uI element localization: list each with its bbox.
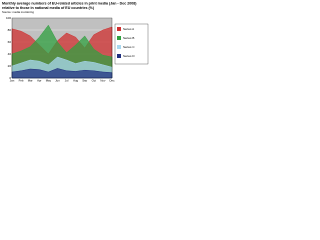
y-tick-label: 20 [8, 64, 12, 68]
y-tick-label: 60 [8, 40, 12, 44]
legend-label: Series A [123, 27, 134, 31]
y-tick-label: 0 [9, 76, 11, 80]
x-tick-label: Dec [110, 79, 116, 83]
x-tick-label: Jun [55, 79, 60, 83]
legend-swatch [117, 27, 121, 31]
chart-title: Monthly average numbers of EU-related ar… [2, 1, 137, 5]
plot-border [11, 17, 113, 79]
x-tick-label: May [46, 79, 52, 83]
y-tick-label: 80 [8, 28, 12, 32]
x-tick-label: Nov [100, 79, 106, 83]
area [11, 68, 113, 79]
x-tick-label: Jan [10, 79, 15, 83]
legend-swatch [117, 36, 121, 40]
x-tick-label: Oct [92, 79, 97, 83]
legend-label: Series B [123, 36, 134, 40]
chart: Monthly average numbers of EU-related ar… [0, 0, 150, 89]
legend-label: Series C [123, 45, 135, 49]
chart-subtitle: relative to those in national media of E… [2, 6, 95, 10]
x-tick-label: Feb [19, 79, 24, 83]
y-tick-label: 100 [6, 16, 11, 20]
legend-swatch [117, 54, 121, 58]
x-tick-label: Mar [28, 79, 33, 83]
x-tick-label: Jul [65, 79, 69, 83]
x-tick-label: Sep [82, 79, 87, 83]
page: {"chart_data": {"type": "area", "title":… [0, 0, 150, 89]
chart-note: Source: media monitoring [2, 10, 34, 14]
x-tick-label: Apr [37, 79, 41, 83]
x-tick-label: Aug [73, 79, 78, 83]
legend-swatch [117, 45, 121, 49]
y-tick-label: 40 [8, 52, 12, 56]
legend-label: Series D [123, 54, 135, 58]
